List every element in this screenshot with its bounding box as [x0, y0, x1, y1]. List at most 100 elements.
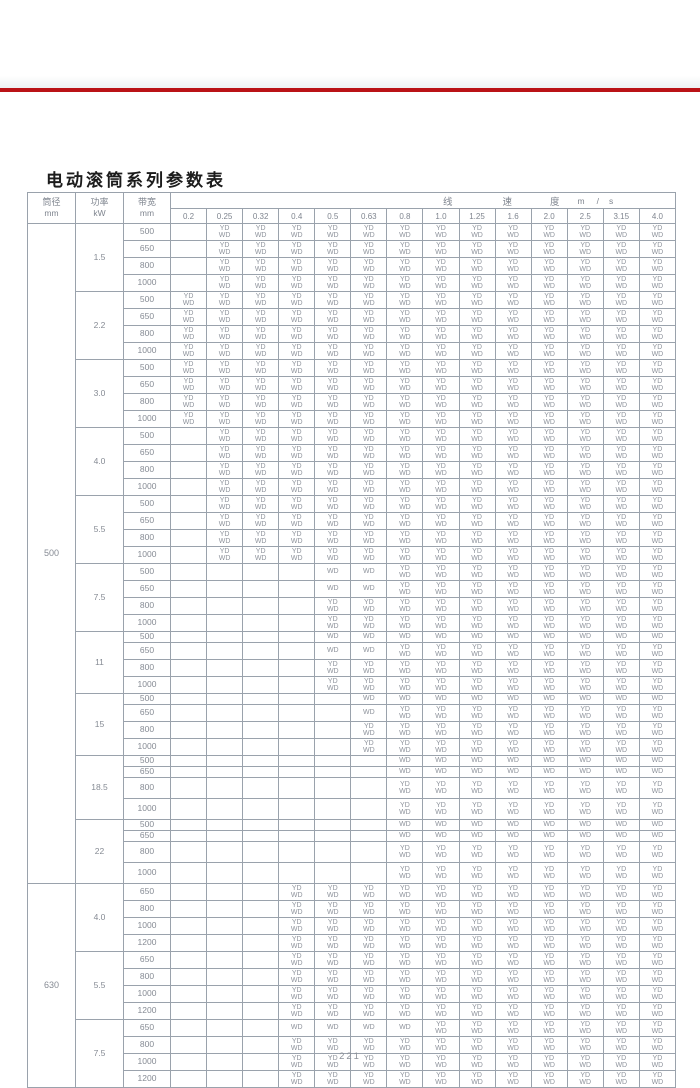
belt-width-cell: 800: [123, 968, 171, 986]
speed-cell-empty: [242, 614, 280, 632]
motor-type-label: WD: [218, 317, 231, 324]
motor-type-label: WD: [651, 977, 664, 984]
motor-type-label: YD: [580, 513, 591, 521]
motor-type-label: YD: [219, 513, 230, 521]
motor-type-label: YD: [652, 1003, 663, 1011]
motor-type-label: WD: [290, 1011, 303, 1018]
motor-type-label: WD: [543, 788, 555, 795]
motor-type-label: WD: [471, 1045, 483, 1052]
motor-type-label: YD: [327, 660, 338, 668]
motor-type-label: WD: [543, 538, 555, 545]
motor-type-label: YD: [652, 377, 663, 385]
speed-cell: YD WD: [314, 257, 352, 275]
speed-cell: YD WD: [422, 1019, 460, 1037]
motor-type-label: YD: [400, 722, 410, 730]
speed-header-cell: 3.15: [602, 208, 640, 224]
speed-cell: YD WD: [530, 985, 568, 1003]
motor-type-label: YD: [291, 292, 302, 300]
motor-type-label: WD: [543, 300, 555, 307]
motor-type-label: YD: [508, 705, 518, 713]
motor-type-label: YD: [580, 258, 591, 266]
motor-type-label: WD: [254, 317, 267, 324]
speed-cell: YD WD: [530, 410, 568, 428]
speed-cell: YD WD: [314, 461, 352, 479]
speed-cell: YD WD: [602, 342, 640, 360]
motor-type-label: WD: [651, 402, 664, 409]
speed-cell: YD WD: [530, 704, 568, 722]
motor-type-label: YD: [327, 275, 338, 283]
speed-cell: YD WD: [386, 223, 424, 241]
motor-type-label: YD: [508, 394, 518, 402]
motor-type-label: YD: [580, 935, 591, 943]
speed-cell-empty: [278, 862, 316, 884]
belt-width-cell: 500: [123, 427, 171, 445]
speed-cell: YD WD: [206, 274, 244, 292]
motor-type-label: YD: [327, 1003, 338, 1011]
speed-cell: WD: [422, 830, 460, 842]
speed-cell: WD: [350, 642, 388, 660]
speed-cell-empty: [278, 642, 316, 660]
motor-type-label: YD: [508, 969, 518, 977]
speed-cell: YD WD: [638, 1019, 677, 1037]
speed-cell: YD WD: [494, 777, 532, 799]
speed-cell: YD WD: [602, 427, 640, 445]
speed-cell: YD WD: [350, 342, 388, 360]
motor-type-label: YD: [400, 615, 410, 623]
motor-type-label: WD: [218, 368, 231, 375]
motor-type-label: YD: [436, 581, 446, 589]
motor-type-label: YD: [580, 1054, 591, 1062]
speed-cell-empty: [169, 240, 208, 258]
motor-type-label: WD: [399, 521, 411, 528]
motor-type-label: WD: [615, 909, 628, 916]
motor-type-label: WD: [507, 1079, 519, 1086]
col-header-line-speed: 线 速 度 m / s: [170, 192, 676, 209]
motor-type-label: WD: [471, 852, 483, 859]
motor-type-label: WD: [326, 555, 339, 562]
motor-type-label: WD: [435, 487, 447, 494]
speed-cell: WD: [386, 755, 424, 767]
motor-type-label: WD: [507, 300, 519, 307]
speed-cell: YD WD: [638, 257, 677, 275]
table-row: 1000 YD WD YD WD YD WD YD WD YD WD YD WD YD WD YD WD: [28, 862, 677, 884]
speed-cell: YD WD: [422, 308, 460, 326]
speed-cell: YD WD: [602, 291, 640, 309]
speed-cell: YD WD: [638, 427, 677, 445]
motor-type-label: YD: [508, 547, 518, 555]
motor-type-label: WD: [651, 521, 664, 528]
motor-type-label: WD: [471, 892, 483, 899]
belt-width-cell: 1000: [123, 614, 171, 632]
speed-cell: YD WD: [206, 291, 244, 309]
belt-width-cell: 800: [123, 659, 171, 677]
motor-type-label: WD: [615, 832, 628, 840]
speed-cell: YD WD: [422, 883, 460, 901]
motor-type-label: WD: [399, 977, 411, 984]
speed-cell: WD: [458, 830, 496, 842]
motor-type-label: YD: [616, 530, 627, 538]
motor-type-label: WD: [326, 1045, 339, 1052]
speed-cell: YD WD: [494, 223, 532, 241]
speed-cell: YD WD: [350, 676, 388, 694]
motor-type-label: YD: [616, 479, 627, 487]
motor-type-label: YD: [544, 309, 555, 317]
motor-type-label: WD: [579, 713, 592, 720]
motor-type-label: WD: [399, 1024, 411, 1032]
motor-type-label: WD: [651, 283, 664, 290]
speed-cell: YD WD: [350, 495, 388, 513]
motor-type-label: YD: [616, 564, 627, 572]
speed-cell: YD WD: [386, 342, 424, 360]
speed-cell: YD WD: [386, 308, 424, 326]
speed-cell: YD WD: [530, 257, 568, 275]
table-row: 650 YD WD YD WD YD WD YD WD YD WD YD WD YD WD YD WD YD WD Y…: [28, 512, 677, 530]
motor-type-label: YD: [327, 411, 338, 419]
belt-width-cell: 1000: [123, 985, 171, 1003]
motor-type-label: YD: [219, 258, 230, 266]
speed-cell: YD WD: [422, 597, 460, 615]
motor-type-label: YD: [327, 496, 338, 504]
speed-cell-empty: [169, 495, 208, 513]
motor-type-label: YD: [400, 496, 410, 504]
motor-type-label: WD: [218, 487, 231, 494]
speed-cell: YD WD: [566, 240, 604, 258]
speed-cell: YD WD: [494, 721, 532, 739]
motor-type-label: YD: [652, 660, 663, 668]
motor-type-label: WD: [471, 555, 483, 562]
